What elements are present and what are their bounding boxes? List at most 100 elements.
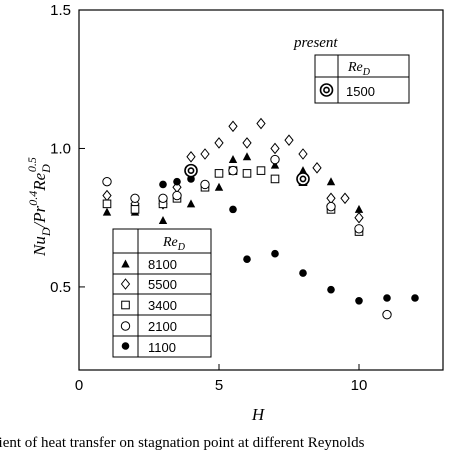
main-legend: ReD 8100 5500 3400 2100 1100 — [112, 228, 212, 358]
y-axis-label: NuD/Pr0.4ReD0.5 — [25, 157, 53, 257]
present-legend-marker-1500 — [319, 83, 334, 97]
data-point-5500 — [312, 162, 322, 174]
x-axis-label: H — [251, 405, 266, 424]
data-point-3400 — [242, 169, 252, 178]
x-tick-label: 5 — [215, 377, 223, 394]
y-label-slash-pr: /Pr — [30, 205, 49, 228]
y-tick-label: 1.0 — [50, 140, 71, 157]
data-point-8100 — [158, 215, 168, 224]
data-point-3400 — [270, 174, 280, 184]
data-point-2100 — [228, 165, 238, 176]
legend-header-sub: D — [177, 242, 186, 253]
axis-tick-labels: 0 5 10 0.5 1.0 1.5 — [50, 2, 367, 394]
data-point-5500 — [284, 134, 294, 146]
data-point-2100 — [200, 179, 210, 190]
legend-marker-3400 — [121, 300, 130, 310]
data-point-1100 — [159, 180, 167, 189]
legend-marker-8100 — [121, 259, 130, 268]
present-legend-header-sub: D — [362, 67, 371, 78]
data-point-5500 — [214, 137, 224, 149]
present-legend-label-1500: 1500 — [346, 84, 375, 99]
data-point-2100 — [382, 309, 392, 320]
data-point-5500 — [102, 189, 112, 202]
data-point-1100 — [243, 255, 251, 264]
data-point-5500 — [228, 120, 238, 133]
data-point-2100 — [326, 201, 336, 212]
present-legend-title: present — [293, 35, 338, 51]
series-3400 — [102, 166, 364, 236]
data-point-1500 — [296, 172, 310, 186]
axis-ticks — [78, 9, 360, 370]
data-point-1100 — [299, 269, 307, 277]
data-point-5500 — [326, 192, 336, 205]
data-point-2100 — [270, 154, 280, 165]
y-label-re-sub: D — [39, 164, 53, 174]
data-point-8100 — [354, 204, 364, 213]
legend-label-8100: 8100 — [148, 257, 177, 272]
chart-svg: 0 5 100.51.01.5 H NuD/Pr0.4ReD0.5 present … — [25, 2, 444, 424]
data-point-8100 — [214, 182, 224, 191]
figure-caption: fficient of heat transfer on stagnation … — [0, 432, 474, 451]
data-point-1100 — [271, 249, 279, 258]
present-legend-header: Re — [347, 60, 363, 75]
legend-label-5500: 5500 — [148, 277, 177, 292]
data-point-2100 — [172, 190, 182, 201]
data-point-3400 — [130, 205, 140, 214]
data-point-5500 — [340, 192, 350, 205]
data-point-8100 — [270, 160, 280, 169]
plot-frame — [78, 9, 444, 371]
data-point-8100 — [298, 166, 308, 175]
data-point-5500 — [298, 148, 308, 160]
x-tick-label: 0 — [75, 377, 83, 394]
legend-label-1100: 1100 — [148, 340, 176, 355]
data-point-8100 — [186, 199, 196, 208]
data-point-1100 — [327, 285, 335, 294]
y-label-pr-exp: 0.4 — [26, 191, 40, 206]
data-markers — [102, 117, 419, 320]
data-point-1100 — [173, 177, 181, 186]
series-2100 — [102, 154, 392, 320]
data-point-5500 — [256, 117, 266, 130]
data-point-2100 — [102, 176, 112, 187]
y-tick-label: 1.5 — [50, 2, 71, 19]
svg-text:NuD/Pr0.4ReD0.5: NuD/Pr0.4ReD0.5 — [25, 157, 53, 257]
data-point-8100 — [326, 177, 336, 186]
x-tick-label: 10 — [351, 377, 368, 394]
legend-header: Re — [162, 235, 178, 250]
present-legend-marker-double-circle — [319, 83, 334, 97]
data-point-5500 — [200, 148, 210, 160]
data-point-2100 — [354, 224, 364, 234]
data-point-5500 — [270, 142, 280, 155]
legend-marker-5500 — [120, 278, 131, 290]
y-label-nu-sub: D — [39, 227, 53, 237]
data-point-3400 — [256, 166, 266, 175]
data-point-1100 — [411, 294, 419, 302]
data-point-3400 — [214, 169, 224, 178]
data-point-5500 — [354, 211, 364, 224]
y-label-nu: Nu — [30, 236, 49, 257]
y-tick-label: 0.5 — [50, 279, 71, 296]
data-point-1100 — [355, 296, 363, 305]
svg-text:ReD: ReD — [162, 235, 186, 253]
data-point-2100 — [158, 193, 168, 204]
legend-markers — [120, 259, 131, 350]
data-point-1100 — [383, 294, 391, 302]
data-point-8100 — [228, 155, 238, 164]
y-label-re-exp: 0.5 — [25, 157, 39, 172]
data-point-8100 — [102, 207, 112, 216]
data-point-1500 — [184, 163, 198, 178]
legend-label-3400: 3400 — [148, 298, 177, 313]
data-point-5500 — [242, 137, 252, 149]
legend-marker-2100 — [120, 321, 131, 331]
data-point-3400 — [102, 199, 112, 209]
series-1500 — [184, 163, 310, 186]
figure-caption-text: fficient of heat transfer on stagnation … — [0, 435, 365, 451]
data-point-5500 — [186, 150, 196, 163]
series-8100 — [102, 152, 364, 224]
present-legend: ReD 1500 — [314, 54, 410, 104]
data-point-2100 — [130, 193, 140, 204]
svg-text:ReD: ReD — [347, 60, 371, 78]
legend-marker-1100 — [121, 342, 130, 350]
legend-label-2100: 2100 — [148, 319, 177, 334]
data-point-1100 — [229, 205, 237, 214]
